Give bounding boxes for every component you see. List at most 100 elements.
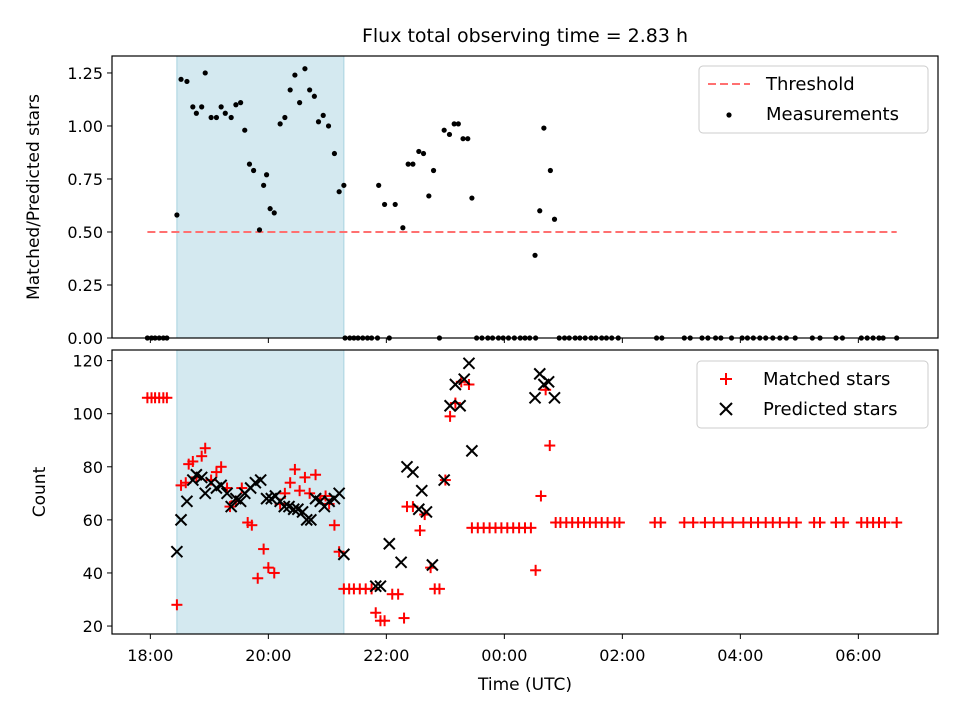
count-axes: 18:00 20:00 22:00 00:00 02:00 04:00 06:00 20 40… bbox=[30, 349, 939, 665]
predicted-stars-point bbox=[415, 484, 428, 497]
predicted-stars-point bbox=[214, 479, 228, 492]
predicted-stars-point bbox=[224, 500, 238, 513]
measurement-point bbox=[336, 189, 342, 195]
matched-stars-point bbox=[727, 517, 739, 529]
predicted-stars-point bbox=[180, 495, 194, 508]
predicted-stars-point bbox=[383, 537, 396, 550]
legend-measurements-swatch bbox=[726, 112, 732, 118]
measurement-point bbox=[420, 150, 427, 157]
measurement-point bbox=[392, 201, 398, 208]
measurement-point bbox=[213, 114, 220, 121]
count-y-tick-label: 100 bbox=[72, 405, 103, 424]
measurement-point bbox=[416, 148, 422, 155]
measurement-point bbox=[405, 161, 411, 167]
measurement-point bbox=[208, 114, 214, 121]
matched-stars-point bbox=[814, 517, 826, 529]
predicted-stars-point bbox=[234, 495, 247, 508]
x-tick-label: 02:00 bbox=[599, 646, 645, 665]
ratio-y-tick-label: 1.00 bbox=[67, 117, 103, 136]
ratio-y-axis-label: Matched/Predicted stars bbox=[24, 94, 44, 300]
matched-stars-point bbox=[199, 442, 211, 454]
measurement-point bbox=[202, 70, 208, 76]
matched-stars-point bbox=[535, 490, 547, 502]
predicted-stars-point bbox=[260, 492, 273, 505]
measurement-point bbox=[441, 127, 447, 133]
measurement-point bbox=[325, 123, 332, 129]
matched-stars-point bbox=[294, 485, 306, 497]
measurement-point bbox=[320, 112, 326, 118]
predicted-stars-point bbox=[369, 580, 382, 593]
figure-title: Flux total observing time = 2.83 h bbox=[362, 25, 688, 47]
matched-stars-point bbox=[613, 517, 625, 529]
ratio-frame bbox=[111, 55, 939, 339]
matched-stars-point bbox=[838, 517, 850, 529]
predicted-stars-point bbox=[170, 545, 184, 558]
ratio-y-tick-label: 0.50 bbox=[67, 223, 103, 242]
matched-stars-point bbox=[310, 469, 322, 481]
measurement-point bbox=[238, 100, 244, 106]
matched-stars-point bbox=[175, 479, 187, 491]
matched-stars-point bbox=[530, 564, 542, 576]
count-y-tick-label: 80 bbox=[83, 458, 103, 477]
measurement-point bbox=[341, 182, 347, 188]
matched-stars-point bbox=[262, 562, 274, 574]
measurement-point bbox=[277, 121, 283, 127]
measurement-point bbox=[222, 110, 228, 116]
measurement-point bbox=[251, 167, 257, 174]
count-frame bbox=[111, 349, 939, 635]
measurement-point bbox=[455, 121, 461, 127]
matched-stars-point bbox=[398, 612, 410, 624]
measurement-point bbox=[287, 87, 293, 93]
legend-threshold-label: Threshold bbox=[765, 74, 855, 95]
matched-stars-point bbox=[304, 487, 316, 499]
predicted-stars-point bbox=[186, 473, 200, 487]
predicted-stars-point bbox=[300, 513, 313, 527]
matched-stars-point bbox=[687, 517, 699, 529]
legend-matched-label: Matched stars bbox=[763, 369, 890, 390]
matched-stars-point bbox=[210, 466, 222, 478]
x-tick-label: 00:00 bbox=[481, 646, 527, 665]
measurement-point bbox=[537, 208, 543, 214]
predicted-stars-point bbox=[394, 556, 408, 569]
matched-stars-point bbox=[289, 463, 301, 475]
count-shaded-region bbox=[176, 349, 345, 635]
measurement-point bbox=[532, 252, 538, 258]
predicted-stars-point bbox=[465, 444, 479, 458]
ratio-y-tick-label: 0.75 bbox=[67, 170, 103, 189]
ratio-y-tick-label: 1.25 bbox=[67, 64, 103, 83]
measurement-point bbox=[246, 161, 253, 167]
predicted-stars-point bbox=[462, 357, 476, 370]
matched-stars-point bbox=[299, 471, 311, 483]
predicted-stars-point bbox=[406, 465, 420, 479]
measurement-point bbox=[376, 182, 382, 188]
ratio-shaded-region bbox=[176, 55, 345, 339]
predicted-stars-point bbox=[254, 473, 267, 487]
matched-stars-point bbox=[246, 519, 258, 531]
matched-stars-point bbox=[525, 522, 537, 534]
measurement-point bbox=[541, 125, 547, 131]
measurement-point bbox=[256, 227, 263, 233]
predicted-stars-point bbox=[199, 487, 212, 500]
measurement-point bbox=[297, 100, 303, 106]
count-points bbox=[141, 357, 903, 627]
measurement-point bbox=[193, 110, 199, 116]
measurement-point bbox=[242, 127, 248, 133]
ratio-y-tick-label: 0.00 bbox=[67, 329, 103, 348]
measurement-point bbox=[331, 150, 338, 157]
measurement-point bbox=[551, 216, 558, 222]
matched-stars-point bbox=[891, 517, 903, 529]
count-y-tick-label: 20 bbox=[83, 617, 103, 636]
measurement-point bbox=[307, 87, 313, 93]
measurement-point bbox=[292, 72, 298, 78]
x-tick-label: 06:00 bbox=[835, 646, 881, 665]
count-y-tick-label: 120 bbox=[72, 352, 103, 371]
measurement-point bbox=[228, 114, 234, 121]
legend-predicted-swatch bbox=[719, 402, 733, 416]
legend-predicted-label: Predicted stars bbox=[763, 399, 897, 420]
predicted-stars-point bbox=[304, 513, 318, 527]
measurement-point bbox=[282, 114, 288, 121]
ratio-y-ticks: 0.00 0.25 0.50 0.75 1.00 1.25 bbox=[67, 64, 112, 348]
count-y-axis-label: Count bbox=[30, 466, 50, 517]
predicted-stars-point bbox=[542, 375, 555, 389]
